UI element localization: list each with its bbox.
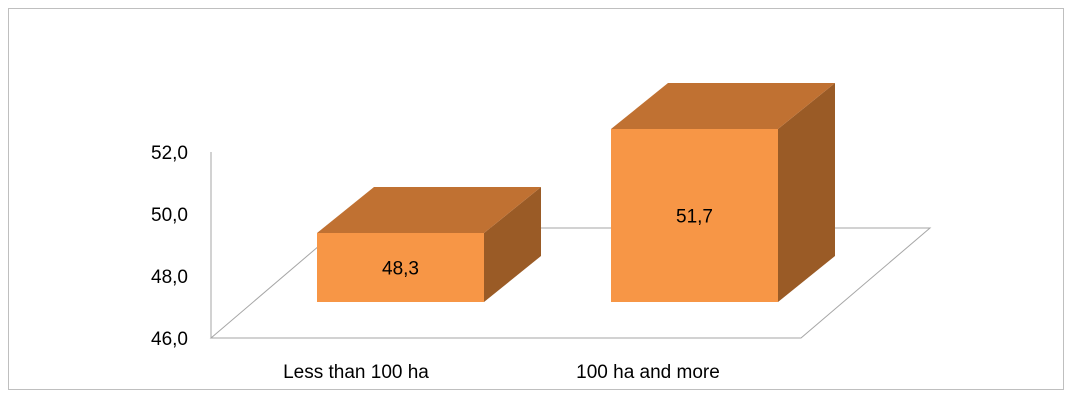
y-axis-ticks: 46,0 48,0 50,0 52,0: [151, 143, 188, 350]
data-label: 51,7: [676, 207, 713, 228]
y-tick-label: 48,0: [151, 267, 188, 288]
bar-side: [484, 187, 541, 302]
bar-top: [317, 187, 541, 233]
x-category-label: Less than 100 ha: [283, 362, 429, 383]
bar-front: [611, 129, 778, 302]
y-tick-label: 50,0: [151, 205, 188, 226]
bars: 48,3 51,7: [317, 83, 835, 302]
floor-outline: [209, 227, 932, 339]
bar: 51,7: [611, 83, 835, 302]
y-tick-label: 46,0: [151, 329, 188, 350]
y-tick-label: 52,0: [151, 143, 188, 164]
bar: 48,3: [317, 187, 541, 302]
data-label: 48,3: [382, 259, 419, 280]
bar-front: [317, 233, 484, 302]
x-category-label: 100 ha and more: [576, 362, 720, 383]
x-axis-labels: Less than 100 ha 100 ha and more: [283, 362, 720, 383]
bar-top: [611, 83, 835, 129]
bar-side: [778, 83, 835, 302]
chart-floor: [209, 227, 932, 339]
